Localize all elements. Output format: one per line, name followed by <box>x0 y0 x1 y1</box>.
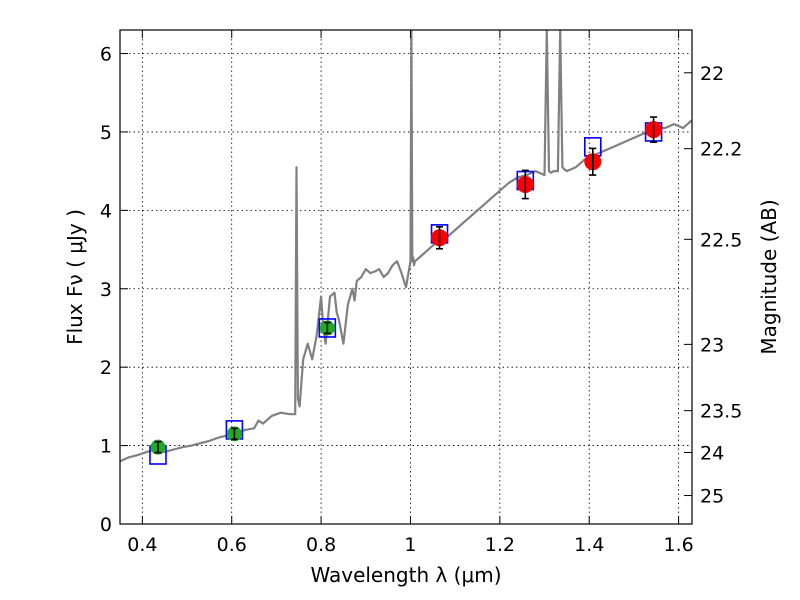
y-tick-label: 1 <box>100 436 112 458</box>
x-tick-label: 0.4 <box>127 534 157 556</box>
y-tick-label: 0 <box>100 514 112 536</box>
y2-tick-label: 24 <box>700 442 724 464</box>
y-tick-label: 6 <box>100 44 112 66</box>
y2-tick-label: 22 <box>700 63 724 85</box>
y-tick-label: 4 <box>100 200 112 222</box>
y-tick-label: 3 <box>100 279 112 301</box>
y2-tick-label: 25 <box>700 486 724 508</box>
y2-tick-label: 23 <box>700 334 724 356</box>
y2-tick-label: 22.2 <box>700 139 742 161</box>
y-tick-label: 2 <box>100 357 112 379</box>
x-tick-label: 0.6 <box>217 534 247 556</box>
model-flux-box <box>318 318 337 338</box>
x-tick-label: 1.2 <box>485 534 515 556</box>
grid <box>120 30 692 525</box>
sed-spectrum-line <box>120 30 692 463</box>
plot-frame <box>119 29 693 525</box>
y2-axis-title: Magnitude (AB) <box>757 199 781 354</box>
axes-ticks: 0.4 0.6 0.8 1 1.2 1.4 1.601234562222.222.52323… <box>100 30 742 556</box>
y-axis-title: Flux Fν ( μJy ) <box>63 209 87 345</box>
x-axis-title: Wavelength λ (μm) <box>310 563 501 587</box>
x-tick-label: 0.8 <box>306 534 336 556</box>
x-tick-label: 1 <box>404 534 416 556</box>
plot-area <box>120 30 692 465</box>
y2-tick-label: 23.5 <box>700 401 742 423</box>
x-tick-label: 1.6 <box>663 534 693 556</box>
x-tick-label: 1.4 <box>574 534 604 556</box>
y2-tick-label: 22.5 <box>700 229 742 251</box>
y-tick-label: 5 <box>100 122 112 144</box>
